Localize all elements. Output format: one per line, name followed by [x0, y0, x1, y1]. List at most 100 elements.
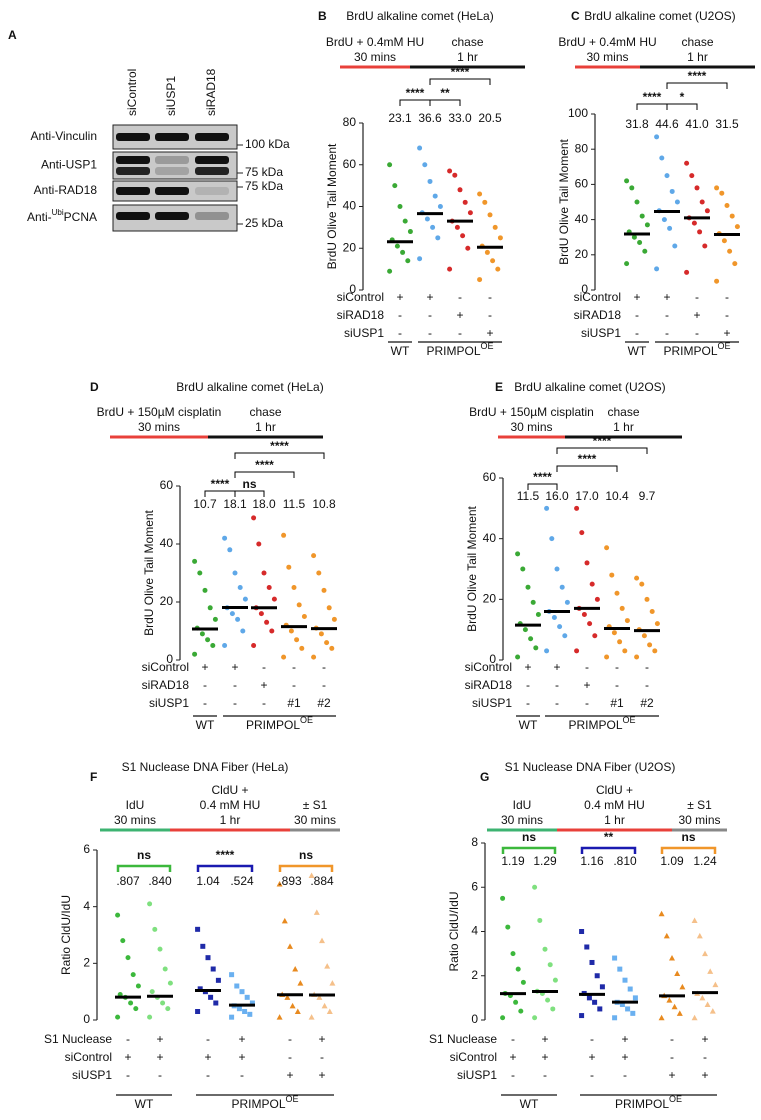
- condition-mark: -: [288, 1050, 292, 1064]
- median-label: 33.0: [448, 111, 472, 125]
- condition-name: siControl: [65, 1050, 112, 1064]
- blot-row-text: Anti-RAD18: [34, 183, 98, 197]
- data-point: [125, 955, 131, 961]
- data-point: [611, 630, 617, 636]
- data-point: [515, 966, 521, 972]
- median-label: 1.09: [660, 854, 684, 868]
- data-point: [679, 983, 686, 990]
- data-point: [532, 1015, 538, 1021]
- group-label-text: PRIMPOL: [568, 718, 622, 732]
- data-point: [714, 278, 720, 284]
- data-point: [641, 633, 647, 639]
- y-tick-label: 40: [160, 536, 174, 550]
- condition-name: siRAD18: [337, 308, 385, 322]
- data-point: [533, 645, 539, 651]
- data-point: [299, 645, 305, 651]
- significance-label: ns: [299, 848, 313, 862]
- condition-mark: -: [526, 696, 530, 710]
- y-tick-label: 40: [343, 199, 357, 213]
- condition-mark: +: [486, 326, 493, 340]
- data-point: [702, 950, 708, 957]
- condition-mark: +: [156, 1050, 163, 1064]
- data-point: [329, 645, 335, 651]
- y-axis-label: Ratio CldU/IdU: [59, 895, 73, 975]
- data-point: [311, 654, 317, 660]
- group-label: WT: [519, 718, 538, 732]
- data-point: [192, 651, 198, 657]
- significance-bracket: [234, 452, 325, 459]
- condition-mark: -: [703, 1050, 707, 1064]
- panel-letter: B: [318, 9, 327, 23]
- lane-label: siUSP1: [164, 76, 178, 116]
- condition-mark: +: [663, 290, 670, 304]
- condition-mark: -: [665, 308, 669, 322]
- condition-mark: +: [588, 1050, 595, 1064]
- data-point: [634, 654, 640, 660]
- data-point: [632, 995, 638, 1001]
- condition-mark: -: [320, 1050, 324, 1064]
- condition-mark: +: [723, 326, 730, 340]
- condition-mark: -: [428, 326, 432, 340]
- data-point: [294, 637, 300, 643]
- data-point: [321, 587, 327, 593]
- data-point: [115, 912, 121, 918]
- blot-band: [116, 167, 150, 175]
- data-point: [199, 631, 205, 637]
- significance-label: ns: [242, 477, 256, 491]
- y-tick-label: 0: [581, 282, 588, 296]
- condition-mark: -: [458, 290, 462, 304]
- median-label: 11.5: [517, 489, 540, 503]
- protocol-label: IdU: [126, 798, 145, 812]
- data-point: [130, 972, 136, 978]
- median-label: 17.0: [575, 489, 599, 503]
- data-point: [544, 648, 550, 654]
- data-point: [167, 980, 173, 986]
- significance-bracket: [278, 864, 334, 872]
- protocol-label: ± S1: [303, 798, 328, 812]
- data-point: [289, 1002, 296, 1009]
- data-point: [460, 233, 466, 239]
- data-point: [297, 980, 304, 986]
- condition-mark: -: [233, 696, 237, 710]
- data-point: [634, 199, 640, 205]
- condition-mark: -: [233, 678, 237, 692]
- data-point: [152, 926, 158, 932]
- group-label: PRIMPOLOE: [426, 341, 493, 358]
- condition-mark: -: [458, 326, 462, 340]
- data-point: [197, 986, 203, 992]
- data-point: [586, 995, 592, 1001]
- y-tick-label: 0: [471, 1012, 478, 1026]
- data-point: [222, 643, 228, 648]
- blot-row-label: Anti-UbiPCNA: [27, 208, 97, 224]
- panel-letter: G: [480, 770, 489, 784]
- y-tick-label: 60: [160, 478, 174, 492]
- significance-label: ns: [522, 830, 536, 844]
- data-point: [251, 643, 257, 648]
- significance-bracket: [527, 483, 558, 490]
- data-point: [437, 204, 443, 209]
- panel-letter: C: [571, 9, 580, 23]
- significance-label: ns: [137, 848, 151, 862]
- data-point: [522, 627, 528, 633]
- data-point: [663, 932, 670, 939]
- data-point: [407, 229, 413, 235]
- data-point: [619, 605, 625, 611]
- condition-mark: +: [633, 290, 640, 304]
- significance-bracket: [234, 490, 265, 497]
- data-point: [689, 173, 695, 179]
- condition-name: S1 Nuclease: [429, 1032, 497, 1046]
- data-point: [530, 599, 536, 605]
- data-point: [649, 608, 655, 614]
- median-label: 1.29: [533, 854, 557, 868]
- data-point: [654, 266, 660, 272]
- protocol-label: 30 mins: [138, 420, 180, 434]
- condition-mark: -: [206, 1032, 210, 1046]
- y-tick-label: 80: [343, 115, 357, 129]
- y-tick-label: 0: [489, 652, 496, 666]
- data-point: [387, 162, 393, 168]
- data-point: [213, 1000, 219, 1006]
- condition-mark: -: [665, 326, 669, 340]
- condition-mark: #1: [287, 696, 301, 710]
- data-point: [579, 929, 585, 934]
- condition-mark: -: [645, 678, 649, 692]
